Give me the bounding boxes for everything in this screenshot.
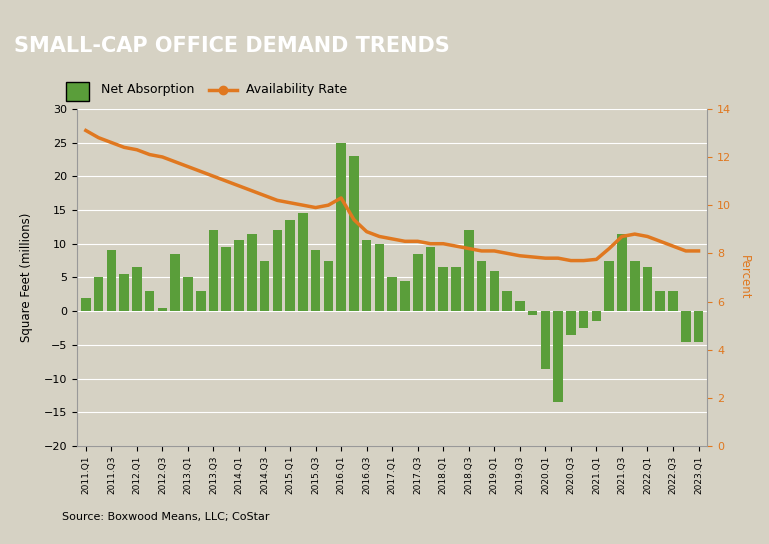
Bar: [375, 244, 384, 311]
Bar: [541, 311, 550, 368]
Bar: [94, 277, 103, 311]
Bar: [502, 291, 512, 311]
Bar: [630, 261, 640, 311]
Bar: [490, 271, 499, 311]
Bar: [426, 247, 435, 311]
Bar: [362, 240, 371, 311]
Bar: [349, 156, 358, 311]
Bar: [528, 311, 538, 314]
Bar: [298, 213, 308, 311]
Bar: [554, 311, 563, 402]
Bar: [285, 220, 295, 311]
Bar: [158, 308, 167, 311]
Bar: [694, 311, 704, 342]
Bar: [477, 261, 486, 311]
Y-axis label: Percent: Percent: [737, 255, 751, 300]
Bar: [388, 277, 397, 311]
Text: SMALL-CAP OFFICE DEMAND TRENDS: SMALL-CAP OFFICE DEMAND TRENDS: [14, 36, 450, 57]
Bar: [107, 250, 116, 311]
Bar: [132, 267, 141, 311]
Bar: [515, 301, 524, 311]
Bar: [400, 281, 410, 311]
Bar: [451, 267, 461, 311]
Bar: [171, 254, 180, 311]
Bar: [438, 267, 448, 311]
Bar: [681, 311, 691, 342]
FancyBboxPatch shape: [66, 82, 89, 101]
Bar: [643, 267, 652, 311]
Bar: [566, 311, 576, 335]
Bar: [235, 240, 244, 311]
Bar: [208, 230, 218, 311]
Bar: [604, 261, 614, 311]
Bar: [618, 233, 627, 311]
Bar: [668, 291, 677, 311]
Text: Net Absorption: Net Absorption: [101, 83, 194, 96]
Text: Source: Boxwood Means, LLC; CoStar: Source: Boxwood Means, LLC; CoStar: [62, 512, 269, 522]
Bar: [183, 277, 193, 311]
Bar: [272, 230, 282, 311]
Bar: [196, 291, 205, 311]
Bar: [81, 298, 91, 311]
Bar: [311, 250, 321, 311]
Y-axis label: Square Feet (millions): Square Feet (millions): [19, 213, 32, 342]
Bar: [655, 291, 665, 311]
Bar: [260, 261, 269, 311]
Bar: [336, 143, 346, 311]
Bar: [413, 254, 422, 311]
Bar: [221, 247, 231, 311]
Bar: [591, 311, 601, 322]
Text: Availability Rate: Availability Rate: [246, 83, 348, 96]
Bar: [324, 261, 333, 311]
Bar: [464, 230, 474, 311]
Bar: [119, 274, 129, 311]
Bar: [579, 311, 588, 328]
Bar: [145, 291, 155, 311]
Bar: [247, 233, 257, 311]
